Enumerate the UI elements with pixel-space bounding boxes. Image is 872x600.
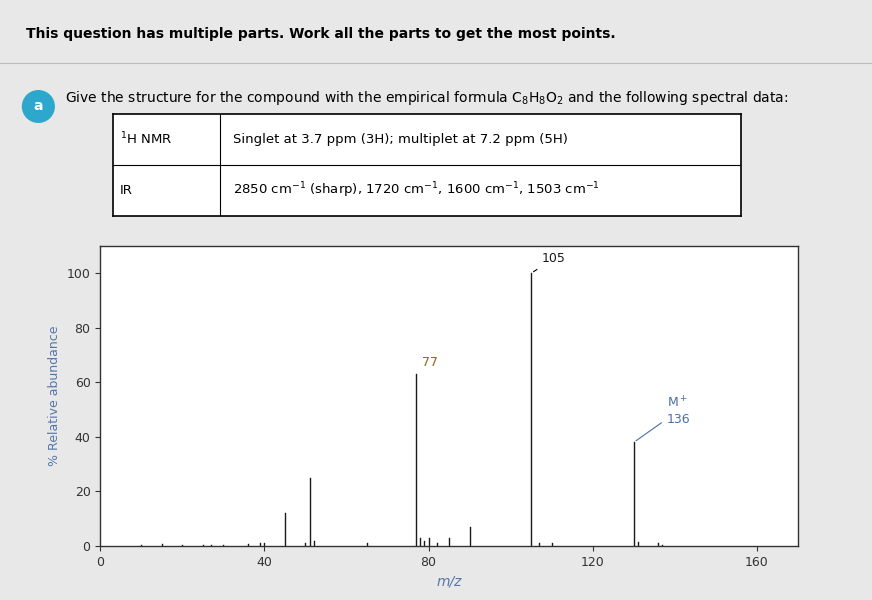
Text: 77: 77 bbox=[422, 356, 439, 369]
X-axis label: m/z: m/z bbox=[436, 574, 462, 588]
Text: 2850 cm$^{-1}$ (sharp), 1720 cm$^{-1}$, 1600 cm$^{-1}$, 1503 cm$^{-1}$: 2850 cm$^{-1}$ (sharp), 1720 cm$^{-1}$, … bbox=[233, 181, 600, 200]
Text: M$^+$
136: M$^+$ 136 bbox=[636, 396, 691, 441]
Text: IR: IR bbox=[119, 184, 133, 197]
Text: a: a bbox=[34, 100, 43, 113]
Text: Give the structure for the compound with the empirical formula $\mathregular{C_8: Give the structure for the compound with… bbox=[65, 89, 789, 107]
Text: This question has multiple parts. Work all the parts to get the most points.: This question has multiple parts. Work a… bbox=[26, 27, 616, 41]
Ellipse shape bbox=[22, 90, 55, 123]
Text: $^1$H NMR: $^1$H NMR bbox=[119, 131, 173, 148]
Text: Singlet at 3.7 ppm (3H); multiplet at 7.2 ppm (5H): Singlet at 3.7 ppm (3H); multiplet at 7.… bbox=[233, 133, 568, 146]
Text: 105: 105 bbox=[534, 252, 565, 272]
Y-axis label: % Relative abundance: % Relative abundance bbox=[48, 326, 61, 466]
